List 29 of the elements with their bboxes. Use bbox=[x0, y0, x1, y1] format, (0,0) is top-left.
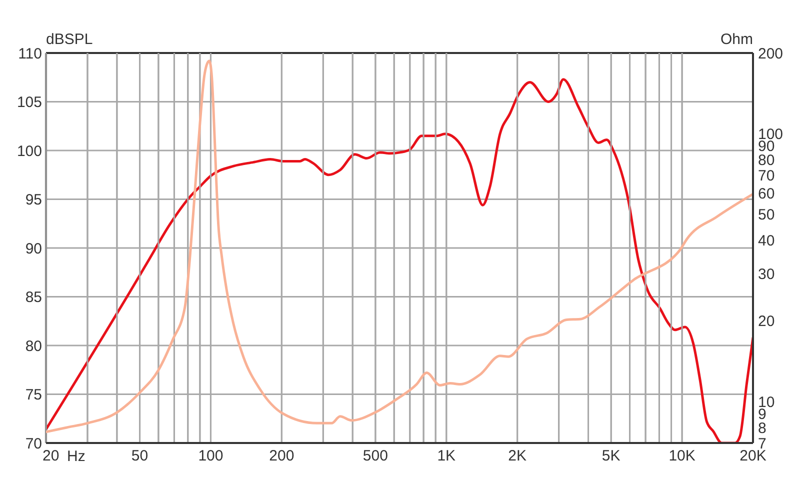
y-tick-label: 85 bbox=[25, 289, 42, 306]
x-tick-label: 100 bbox=[198, 448, 224, 465]
y-tick-label: 110 bbox=[18, 45, 42, 62]
y-tick-label: 100 bbox=[16, 142, 42, 160]
x-tick-label: 10K bbox=[668, 448, 696, 465]
x-tick-label: 20K bbox=[740, 448, 766, 465]
x-tick-label: 200 bbox=[269, 448, 294, 465]
x-tick-label: 5K bbox=[602, 448, 620, 465]
y-tick-label: 200 bbox=[758, 45, 784, 62]
x-tick-label: 20 bbox=[42, 448, 60, 465]
y-tick-label: 95 bbox=[25, 192, 42, 209]
y-tick-label: 40 bbox=[758, 232, 775, 250]
y-axis-title: dBSPL bbox=[46, 31, 93, 48]
x-axis-title: Hz bbox=[67, 448, 86, 465]
y-tick-label: 70 bbox=[758, 167, 775, 184]
x-tick-label: 2K bbox=[508, 448, 527, 465]
y-tick-label: 50 bbox=[758, 206, 775, 224]
y-tick-label: 20 bbox=[758, 313, 775, 330]
y-axis-title: Ohm bbox=[720, 31, 753, 48]
y-tick-label: 70 bbox=[25, 435, 42, 452]
y-tick-label: 80 bbox=[25, 338, 42, 355]
y-tick-label: 105 bbox=[16, 94, 42, 112]
y-tick-label: 75 bbox=[25, 386, 42, 404]
y-tick-label: 60 bbox=[758, 185, 775, 202]
y-tick-label: 90 bbox=[25, 240, 42, 258]
x-tick-label: 500 bbox=[362, 448, 388, 465]
y-tick-label: 30 bbox=[758, 266, 775, 284]
x-tick-label: 50 bbox=[131, 448, 148, 465]
x-tick-label: 1K bbox=[437, 448, 456, 465]
